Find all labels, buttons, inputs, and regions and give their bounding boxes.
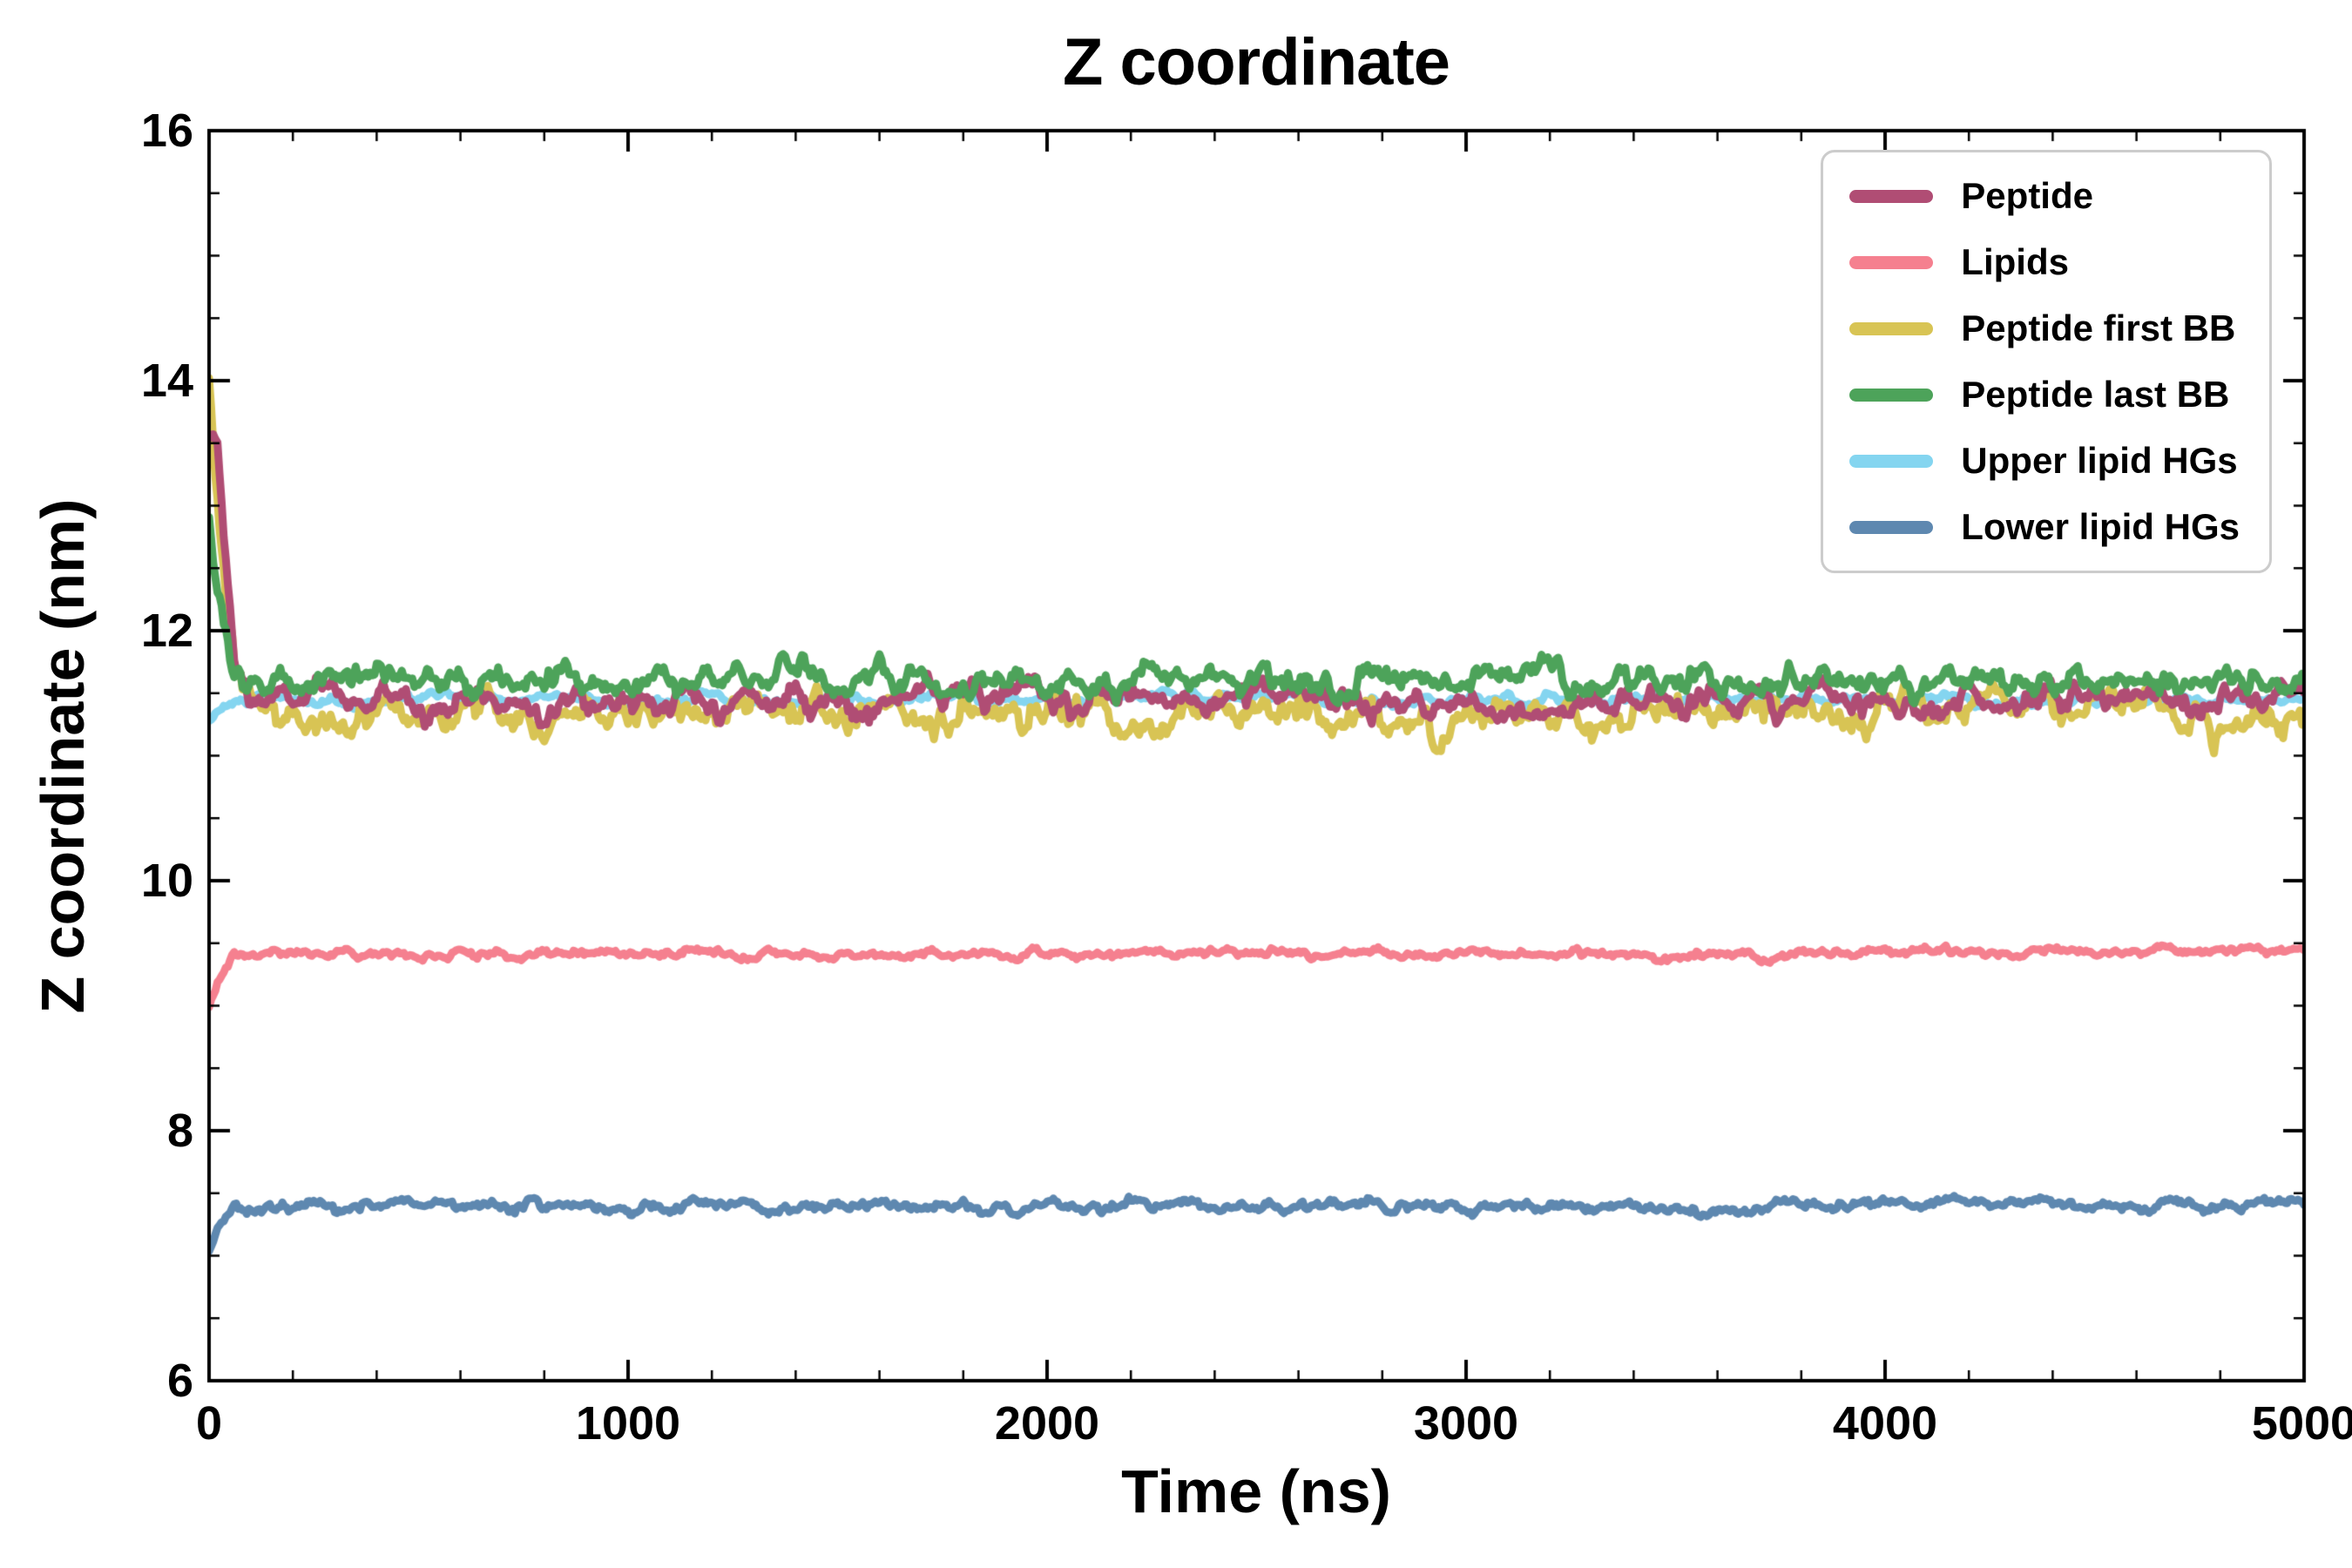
y-tick-label: 6	[166, 1355, 193, 1407]
x-tick-label: 0	[195, 1397, 223, 1450]
legend-label: Peptide last BB	[1961, 374, 2230, 415]
legend-entry: Lower lipid HGs	[1849, 506, 2240, 548]
legend-swatch	[1849, 321, 1934, 335]
legend-swatch	[1849, 189, 1934, 203]
chart-title: Z coordinate	[1062, 25, 1450, 99]
legend: Peptide Lipids Peptide first BB Peptide las…	[1821, 150, 2272, 573]
y-tick-label: 12	[140, 605, 193, 657]
x-tick-label: 1000	[575, 1397, 681, 1450]
legend-entry: Upper lipid HGs	[1849, 440, 2240, 482]
y-axis-label: Z coordinate (nm)	[29, 498, 97, 1014]
x-axis-label: Time (ns)	[1121, 1457, 1391, 1525]
y-tick-label: 8	[166, 1105, 193, 1157]
legend-label: Upper lipid HGs	[1961, 440, 2238, 481]
legend-label: Lipids	[1961, 241, 2069, 282]
x-tick-label: 5000	[2251, 1397, 2352, 1450]
legend-entry: Lipids	[1849, 241, 2240, 283]
legend-entry: Peptide	[1849, 175, 2240, 217]
legend-swatch	[1849, 454, 1934, 468]
y-tick-label: 14	[140, 355, 193, 407]
legend-swatch	[1849, 520, 1934, 534]
legend-entry: Peptide last BB	[1849, 374, 2240, 416]
legend-entry: Peptide first BB	[1849, 308, 2240, 349]
y-tick-label: 16	[140, 105, 193, 157]
legend-label: Peptide first BB	[1961, 308, 2236, 348]
legend-swatch	[1849, 388, 1934, 402]
x-tick-label: 2000	[994, 1397, 1100, 1450]
legend-swatch	[1849, 255, 1934, 269]
x-tick-label: 4000	[1832, 1397, 1938, 1450]
legend-label: Peptide	[1961, 175, 2093, 216]
legend-label: Lower lipid HGs	[1961, 506, 2240, 547]
y-tick-label: 10	[140, 855, 193, 907]
x-tick-label: 3000	[1413, 1397, 1519, 1450]
